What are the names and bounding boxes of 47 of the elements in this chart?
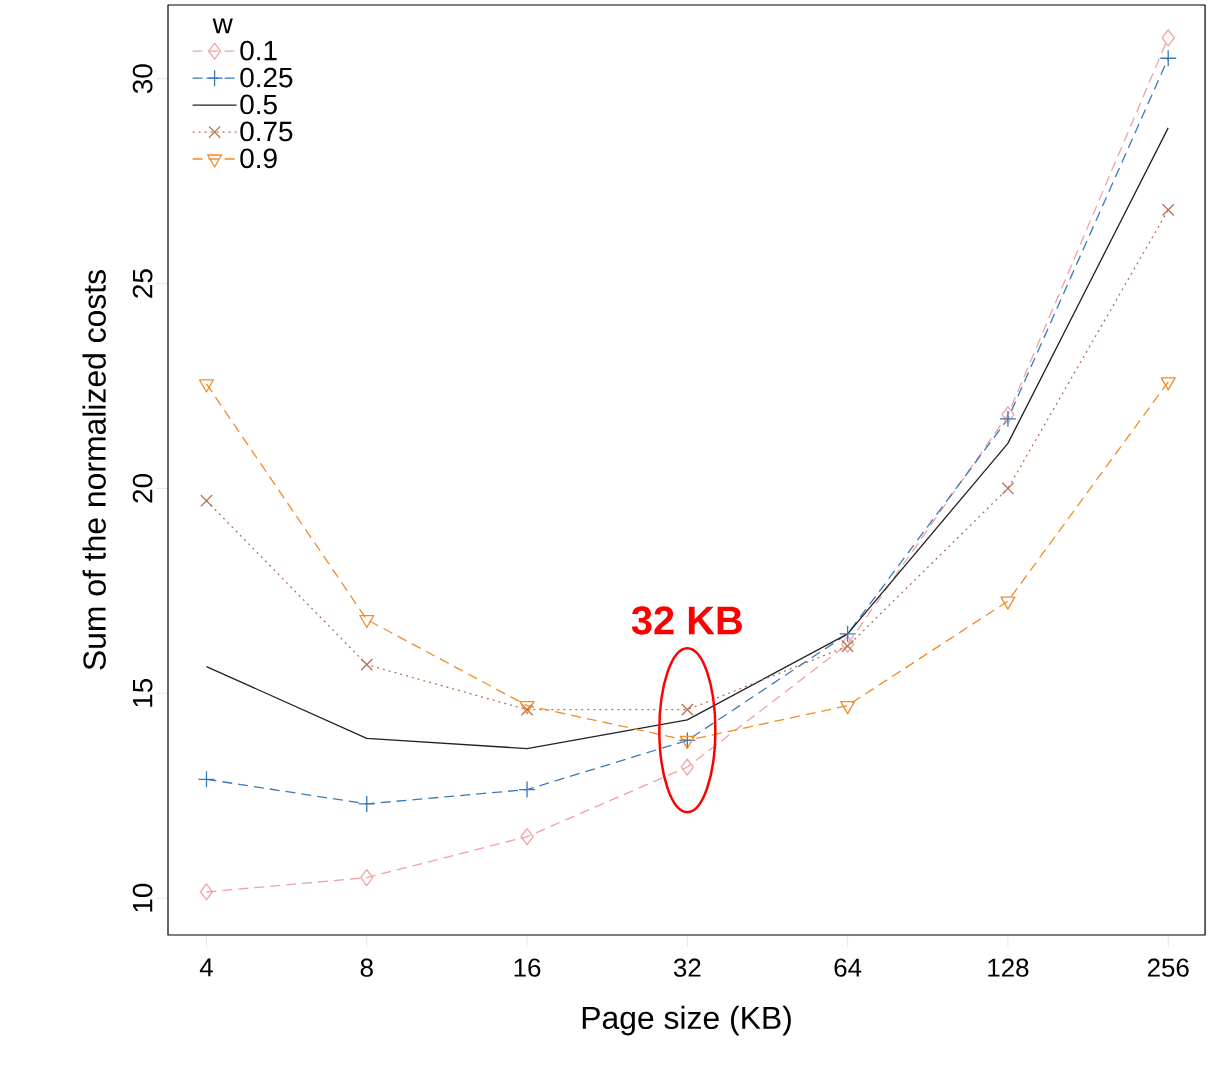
point [1000,596,1016,610]
legend-title: w [212,18,233,34]
point [840,700,856,715]
point [518,780,536,799]
y-axis-title: Sum of the normalized costs [82,270,106,670]
x-tick-label: 16 [514,958,541,977]
legend-label: 0.1 [240,40,277,61]
x-tick-label: 4 [199,958,213,977]
point [1001,406,1015,424]
y-tick-label: 20 [132,474,153,503]
annotation: 32 KB [631,606,742,635]
point [1159,49,1177,67]
point [1160,377,1176,391]
point [520,828,534,846]
x-tick-label: 128 [988,958,1029,977]
point [1161,203,1175,217]
y-tick-label: 10 [132,883,153,912]
point [838,625,857,643]
point [360,868,374,887]
x-axis-title: Page size (KB) [582,1005,791,1036]
x-tick-label: 64 [834,958,862,977]
point [360,658,374,671]
point [197,770,216,788]
point [681,703,694,716]
point [200,494,213,508]
point [680,758,694,776]
y-tick-label: 15 [133,678,153,707]
point [678,731,696,750]
point [1001,482,1015,495]
legend-label: 0.5 [240,94,277,115]
legend-label: 0.75 [240,121,293,142]
y-tick-label: 30 [132,64,153,94]
point [199,883,214,901]
x-tick-label: 8 [360,958,373,977]
point [679,735,695,750]
point [198,379,215,393]
x-tick-label: 256 [1147,958,1189,977]
point [841,639,854,653]
point [359,614,375,629]
point [1161,29,1175,47]
point [840,635,855,653]
x-tick-label: 32 [673,958,701,977]
legend-label: 0.9 [240,148,277,169]
point [999,410,1017,428]
legend-label: 0.25 [240,67,293,88]
point [358,795,376,813]
y-tick-label: 25 [132,269,153,298]
